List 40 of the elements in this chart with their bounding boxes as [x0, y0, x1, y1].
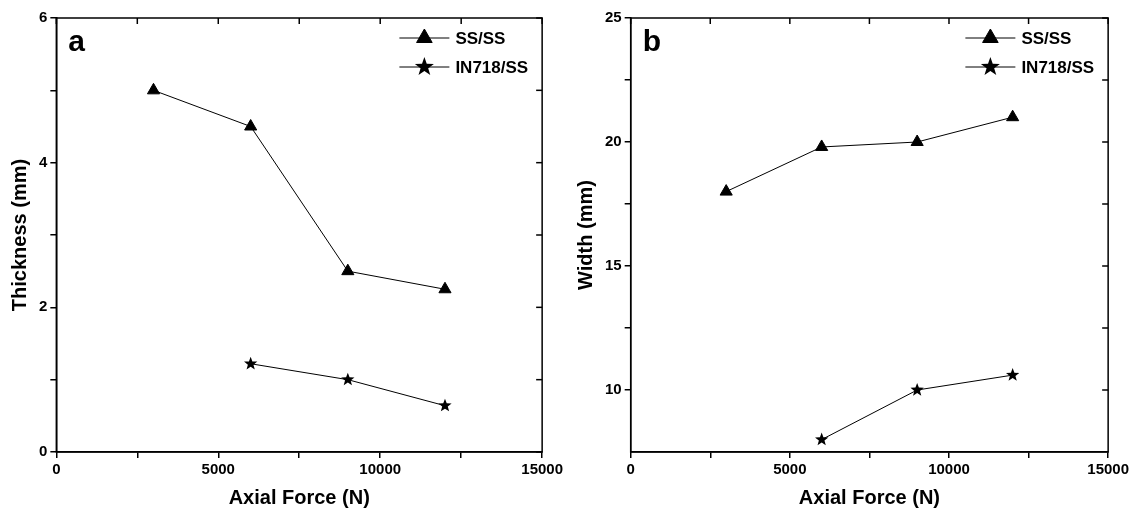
legend-label: SS/SS [455, 28, 506, 48]
x-tick-label: 10000 [359, 460, 402, 478]
x-tick-label: 5000 [773, 460, 807, 478]
x-axis-title: Axial Force (N) [228, 485, 370, 508]
y-tick-label: 10 [605, 380, 622, 398]
legend-label: IN718/SS [455, 57, 529, 77]
point [719, 184, 733, 196]
y-tick-label: 25 [605, 8, 622, 26]
x-axis-title: Axial Force (N) [798, 485, 940, 508]
y-tick-label: 20 [605, 132, 622, 150]
x-tick-label: 15000 [1087, 460, 1129, 478]
point [815, 432, 829, 446]
x-tick-label: 0 [626, 460, 635, 478]
x-tick-label: 10000 [928, 460, 970, 478]
point [341, 263, 355, 276]
y-tick-label: 15 [605, 256, 622, 274]
point [146, 82, 161, 95]
legend-label: IN718/SS [1021, 57, 1095, 77]
point [1006, 368, 1020, 381]
chart-title: b [642, 24, 662, 58]
y-tick-label: 4 [39, 152, 48, 170]
x-tick-label: 0 [52, 460, 61, 478]
y-axis-title: Width (mm) [573, 180, 596, 290]
point [341, 372, 355, 386]
point [910, 383, 924, 396]
y-axis-title: Thickness (mm) [7, 158, 30, 312]
point [1006, 109, 1020, 122]
x-tick-label: 5000 [201, 460, 235, 478]
y-tick-label: 6 [39, 8, 48, 26]
point [910, 134, 924, 146]
legend-label: SS/SS [1021, 28, 1072, 48]
point [815, 139, 829, 151]
point [244, 119, 258, 131]
point [438, 398, 452, 412]
chart-title: a [68, 24, 86, 58]
y-tick-label: 2 [39, 297, 48, 315]
x-tick-label: 15000 [521, 460, 563, 478]
point [438, 281, 452, 294]
y-tick-label: 0 [39, 442, 48, 460]
point [244, 356, 258, 370]
